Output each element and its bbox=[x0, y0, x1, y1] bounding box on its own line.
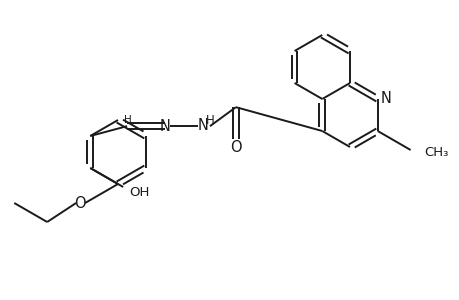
Text: CH₃: CH₃ bbox=[424, 146, 448, 158]
Text: O: O bbox=[74, 196, 86, 211]
Text: N: N bbox=[380, 91, 390, 106]
Text: O: O bbox=[230, 140, 241, 155]
Text: H: H bbox=[124, 115, 132, 125]
Text: H: H bbox=[205, 114, 214, 127]
Text: N: N bbox=[197, 118, 208, 133]
Text: OH: OH bbox=[129, 187, 149, 200]
Text: N: N bbox=[159, 119, 170, 134]
